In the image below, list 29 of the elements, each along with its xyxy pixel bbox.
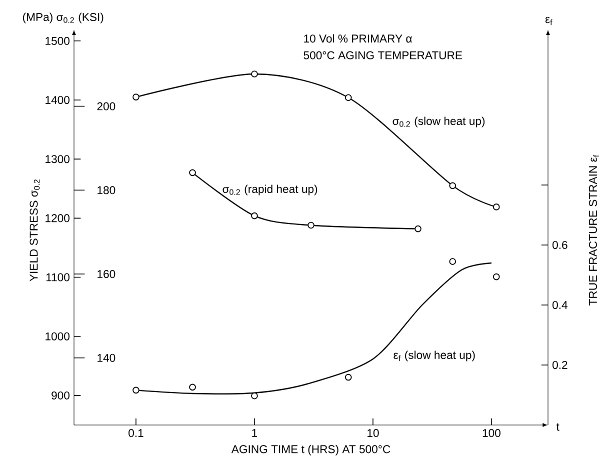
text: t [556,423,560,431]
x-tick-label: 0.1 [128,429,144,438]
y3-tick-label: 0.6 [552,240,568,249]
y-tick-label: 1400 [46,96,70,104]
series-label: σ$_{0.2}$ (slow heat up) [392,116,485,128]
y2-tick-label: 140 [98,354,116,362]
x-tick-label: 100 [482,429,500,438]
y2-tick-label: 180 [98,186,116,194]
y-tick-label: 900 [52,391,70,400]
y-tick-label: 1100 [46,273,70,282]
y-tick-label: 1500 [46,36,70,45]
text: 500°C AGING TEMPERATURE [304,51,462,60]
y3-axis-title: TRUE FRACTURE STRAIN ε$_{f}$ [588,154,599,306]
y-tick-label: 1300 [46,155,70,164]
x-tick-label: 1 [252,429,258,437]
series-label: σ$_{0.2}$ (rapid heat up) [222,184,318,196]
y3-tick-label: 0.2 [552,360,568,369]
y-tick-label: 1000 [46,332,70,340]
x-axis-title: AGING TIME t (HRS) AT 500°C [231,444,390,456]
y3-tick-label: 0.4 [552,300,568,309]
y2-tick-label: 200 [97,102,116,110]
text: ε$_{f}$ [545,16,552,26]
text: (MPa) σ$_{0.2}$ (KSI) [22,12,104,24]
y-tick-label: 1200 [46,214,70,222]
x-tick-label: 10 [368,429,379,438]
chart-title: 10 Vol % PRIMARY α [304,34,412,43]
y2-tick-label: 160 [98,270,116,278]
y-axis-title: YIELD STRESS σ$_{0.2}$ [30,180,40,282]
series-label: ε$_{f}$ (slow heat up) [394,350,475,362]
